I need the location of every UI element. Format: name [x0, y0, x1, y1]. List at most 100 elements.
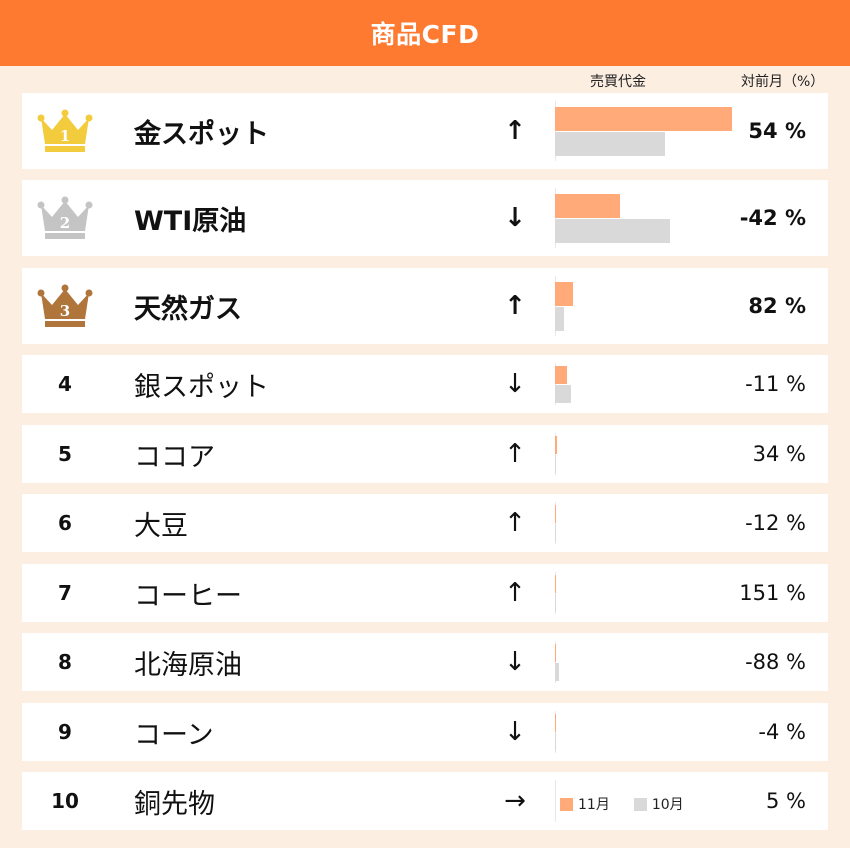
column-header-mom: 対前月（%） — [741, 74, 825, 90]
bar-axis-line — [555, 188, 556, 248]
bar-november — [555, 365, 568, 384]
bar-november — [555, 504, 556, 523]
sales-bars — [555, 633, 735, 691]
mom-percent: 82 % — [748, 294, 806, 318]
arrow-up-icon: ↑ — [504, 508, 526, 538]
rank-number: 5 — [22, 425, 108, 483]
mom-percent: 5 % — [766, 789, 806, 813]
ranking-row: 7 コーヒー ↑ 151 % — [22, 564, 828, 622]
bar-november — [555, 643, 556, 662]
legend-swatch-nov — [560, 797, 573, 811]
crown-rank-number: 1 — [60, 127, 70, 145]
rank-number-text: 7 — [58, 581, 72, 605]
bar-axis-line — [555, 780, 556, 822]
bar-axis-line — [555, 711, 556, 753]
arrow-down-icon: ↓ — [504, 717, 526, 747]
rank-number: 6 — [22, 494, 108, 552]
mom-percent: 34 % — [752, 442, 806, 466]
bar-november — [555, 106, 732, 131]
rank-number-text: 8 — [58, 650, 72, 674]
sales-bars — [555, 355, 735, 413]
sales-bars — [555, 703, 735, 761]
ranking-row: 2 WTI原油 ↓ -42 % — [22, 180, 828, 256]
mom-percent: -12 % — [745, 511, 806, 535]
rank-number: 10 — [22, 772, 108, 830]
rank-number-text: 9 — [58, 720, 72, 744]
ranking-row: 3 天然ガス ↑ 82 % — [22, 268, 828, 344]
crown-bronze-icon: 3 — [22, 268, 108, 344]
header-bar: 商品CFD — [0, 0, 850, 66]
rank-number: 9 — [22, 703, 108, 761]
commodity-name: 北海原油 — [134, 649, 242, 681]
bar-october — [555, 523, 556, 542]
rank-number: 8 — [22, 633, 108, 691]
sales-bars — [555, 268, 735, 344]
sales-bars — [555, 93, 735, 169]
legend-label-nov: 11月 — [578, 797, 610, 813]
mom-percent: 151 % — [739, 581, 806, 605]
bar-axis-line — [555, 101, 556, 161]
crown-rank-number: 3 — [60, 302, 70, 320]
sales-bars — [555, 425, 735, 483]
bar-november — [555, 281, 573, 306]
sales-bars — [555, 180, 735, 256]
commodity-name: 銅先物 — [134, 788, 215, 820]
bar-october — [555, 306, 564, 331]
ranking-row: 4 銀スポット ↓ -11 % — [22, 355, 828, 413]
arrow-right-icon: → — [504, 786, 526, 816]
ranking-row: 10 銅先物 → 5 % — [22, 772, 828, 830]
legend-swatch-oct — [633, 797, 647, 811]
rank-number-text: 5 — [58, 442, 72, 466]
rank-number-text: 4 — [58, 372, 72, 396]
column-header-sales: 売買代金 — [590, 74, 646, 90]
bar-november — [555, 713, 556, 732]
ranking-row: 9 コーン ↓ -4 % — [22, 703, 828, 761]
bar-axis-line — [555, 276, 556, 336]
bar-october — [555, 131, 665, 156]
commodity-name: 大豆 — [134, 510, 188, 542]
bar-axis-line — [555, 433, 556, 475]
arrow-down-icon: ↓ — [504, 203, 526, 233]
commodity-name: 金スポット — [134, 118, 269, 150]
commodity-name: ココア — [134, 441, 215, 473]
legend: 11月 10月 — [560, 794, 684, 814]
bar-october — [555, 218, 671, 243]
bar-october — [555, 384, 571, 403]
mom-percent: -88 % — [745, 650, 806, 674]
arrow-down-icon: ↓ — [504, 647, 526, 677]
arrow-up-icon: ↑ — [504, 439, 526, 469]
legend-label-oct: 10月 — [651, 797, 684, 813]
ranking-row: 5 ココア ↑ 34 % — [22, 425, 828, 483]
crown-rank-number: 2 — [60, 214, 70, 232]
crown-gold-icon: 1 — [22, 93, 108, 169]
commodity-name: 天然ガス — [134, 293, 242, 325]
bar-october — [555, 662, 559, 681]
arrow-up-icon: ↑ — [504, 578, 526, 608]
bar-axis-line — [555, 641, 556, 683]
bar-axis-line — [555, 363, 556, 405]
crown-silver-icon: 2 — [22, 180, 108, 256]
bar-axis-line — [555, 502, 556, 544]
ranking-row: 1 金スポット ↑ 54 % — [22, 93, 828, 169]
mom-percent: 54 % — [748, 119, 806, 143]
bar-october — [555, 593, 556, 612]
commodity-name: コーヒー — [134, 580, 242, 612]
bar-november — [555, 193, 621, 218]
bar-axis-line — [555, 572, 556, 614]
sales-bars — [555, 494, 735, 552]
bar-november — [555, 574, 556, 593]
commodity-name: コーン — [134, 719, 214, 751]
bar-october — [555, 454, 557, 473]
commodity-name: WTI原油 — [134, 205, 247, 237]
mom-percent: -42 % — [739, 206, 806, 230]
arrow-up-icon: ↑ — [504, 116, 526, 146]
ranking-row: 6 大豆 ↑ -12 % — [22, 494, 828, 552]
bar-october — [555, 732, 556, 751]
rank-number-text: 6 — [58, 511, 72, 535]
rank-number: 7 — [22, 564, 108, 622]
mom-percent: -4 % — [758, 720, 806, 744]
page-title: 商品CFD — [370, 20, 480, 49]
bar-november — [555, 435, 557, 454]
arrow-up-icon: ↑ — [504, 291, 526, 321]
ranking-row: 8 北海原油 ↓ -88 % — [22, 633, 828, 691]
